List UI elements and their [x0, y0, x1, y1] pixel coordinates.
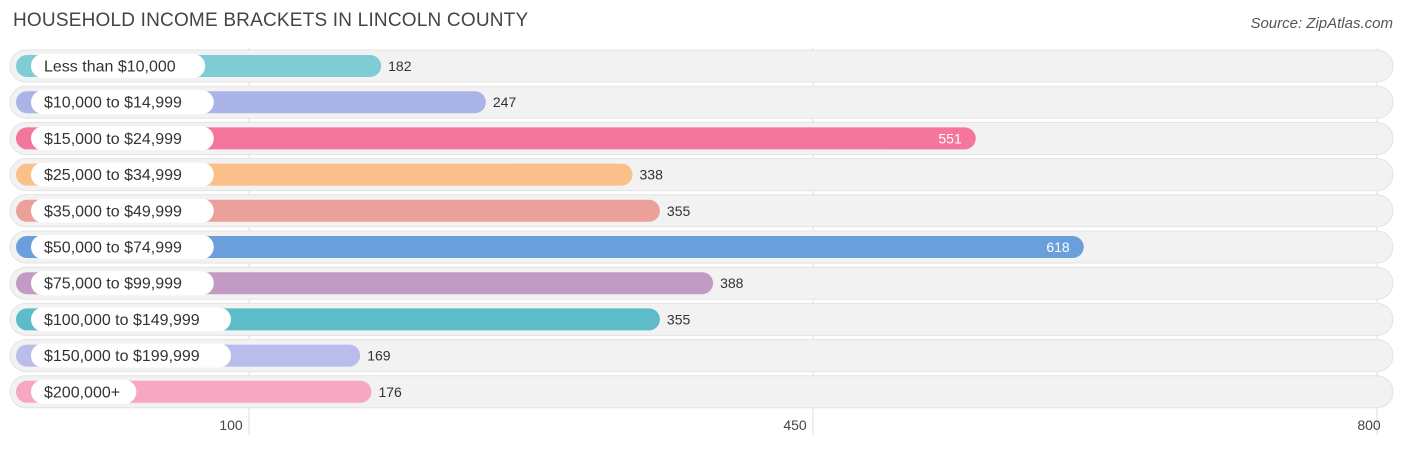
bar — [16, 127, 976, 150]
category-label: $75,000 to $99,999 — [44, 276, 182, 293]
category-label-pill — [31, 126, 214, 151]
value-label: 618 — [1046, 239, 1070, 255]
value-label: 176 — [378, 384, 402, 400]
category-label-pill — [31, 235, 214, 259]
chart-title: HOUSEHOLD INCOME BRACKETS IN LINCOLN COU… — [13, 10, 529, 31]
category-label-pill — [31, 343, 231, 368]
value-label: 388 — [720, 275, 744, 291]
value-label: 551 — [938, 130, 962, 146]
category-label: $100,000 to $149,999 — [44, 312, 200, 329]
category-label-pill — [31, 90, 214, 115]
x-tick-label: 450 — [783, 417, 807, 433]
category-label: $15,000 to $24,999 — [44, 131, 182, 148]
category-label-pill — [31, 162, 214, 187]
value-label: 182 — [388, 58, 412, 74]
category-label-pill — [31, 54, 206, 78]
category-label: $150,000 to $199,999 — [44, 348, 200, 365]
category-label: $35,000 to $49,999 — [44, 203, 182, 220]
category-label-pill — [31, 198, 214, 223]
category-label-pill — [31, 271, 214, 296]
category-label: $10,000 to $14,999 — [44, 95, 182, 112]
value-label: 247 — [493, 94, 517, 110]
category-label-pill — [31, 379, 137, 404]
category-label: $25,000 to $34,999 — [44, 167, 182, 184]
bar — [16, 236, 1084, 258]
value-label: 338 — [640, 167, 664, 183]
value-label: 355 — [667, 311, 691, 327]
value-label: 355 — [667, 203, 691, 219]
source-note: Source: ZipAtlas.com — [1250, 15, 1393, 32]
category-label: $200,000+ — [44, 384, 120, 401]
category-label: Less than $10,000 — [44, 59, 176, 76]
x-tick-label: 800 — [1357, 417, 1381, 433]
x-tick-label: 100 — [219, 417, 243, 433]
category-label: $50,000 to $74,999 — [44, 240, 182, 257]
category-label-pill — [31, 307, 231, 332]
value-label: 169 — [367, 348, 391, 364]
